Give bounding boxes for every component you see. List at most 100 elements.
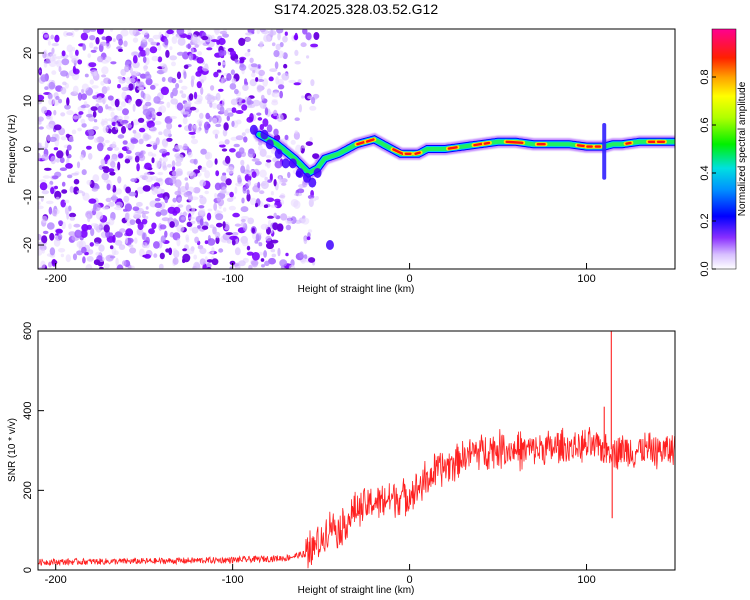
spectrogram-noise-blob (216, 115, 221, 119)
spectrogram-noise-blob (43, 34, 49, 38)
spectrogram-noise-blob (149, 141, 157, 146)
spectrogram-noise-blob (114, 98, 120, 108)
spectrogram-noise-blob (135, 81, 143, 87)
spectrogram-noise-blob (164, 196, 169, 204)
spectrogram-noise-blob (39, 182, 48, 191)
spectrogram-noise-blob (114, 122, 119, 131)
spectrogram-noise-blob (81, 246, 87, 254)
spectrogram-noise-blob (206, 94, 215, 104)
spectrogram-ytick-label: 10 (22, 95, 34, 107)
spectrogram-noise-blob (198, 205, 205, 209)
spectrogram-noise-blob (265, 159, 272, 163)
spectrogram-noise-blob (61, 181, 66, 187)
spectrogram-noise-blob (279, 178, 288, 183)
spectrogram-noise-blob (190, 220, 196, 224)
spectrogram-noise-blob (61, 50, 66, 57)
spectrogram-noise-blob (182, 248, 188, 252)
spectrogram-noise-blob (160, 209, 168, 216)
spectrogram-noise-blob (235, 135, 244, 141)
spectrogram-noise-blob (52, 209, 57, 217)
spectrogram-noise-blob (121, 119, 129, 124)
spectrogram-noise-blob (222, 98, 226, 107)
spectrogram-noise-blob (121, 91, 127, 100)
spectrogram-noise-blob (193, 261, 201, 269)
spectrogram-noise-blob (145, 206, 149, 210)
spectrogram-noise-blob (178, 124, 182, 128)
spectrogram-noise-blob (122, 108, 129, 116)
spectrogram-noise-blob (308, 257, 316, 263)
spectrogram-noise-blob (196, 81, 202, 89)
spectrogram-noise-blob (174, 144, 182, 150)
spectrogram-noise-blob (259, 41, 264, 47)
spectrogram-noise-blob (188, 93, 194, 101)
spectrogram-noise-blob (162, 165, 168, 171)
spectrogram-noise-blob (80, 32, 89, 41)
spectrogram-noise-blob (266, 242, 274, 250)
spectrogram-noise-blob (259, 29, 266, 33)
spectrogram-noise-blob (105, 104, 109, 110)
spectrogram-noise-blob (240, 218, 246, 223)
spectrogram-noise-blob (112, 234, 116, 243)
spectrogram-noise-blob (101, 86, 108, 95)
spectrogram-xtick-label: -100 (222, 273, 244, 285)
spectrogram-noise-blob (55, 95, 60, 100)
spectrogram-noise-blob (117, 84, 121, 89)
spectrogram-noise-blob (136, 186, 145, 194)
spectrogram-noise-blob (242, 84, 249, 91)
spectrogram-noise-blob (96, 211, 104, 220)
signal-trace-peak-core (392, 148, 404, 156)
spectrogram-noise-blob (256, 84, 263, 93)
spectrogram-noise-blob (161, 64, 168, 73)
spectrogram-noise-blob (221, 186, 227, 195)
spectrogram-noise-blob (93, 259, 101, 266)
spectrogram-noise-blob (38, 152, 41, 161)
spectrogram-noise-blob (136, 163, 140, 172)
spectrogram-noise-blob (233, 143, 240, 148)
spectrogram-noise-blob (43, 60, 51, 64)
spectrogram-noise-blob (235, 110, 244, 114)
spectrogram-noise-blob (171, 77, 177, 84)
spectrogram-noise-blob (229, 235, 238, 241)
spectrogram-noise-blob (204, 240, 209, 245)
spectrogram-noise-blob (172, 166, 176, 171)
spectrogram-noise-blob (219, 106, 225, 114)
spectrogram-noise-blob (254, 160, 262, 166)
spectrogram-xtick-label: -200 (45, 273, 67, 285)
spectrogram-noise-blob (158, 131, 163, 135)
spectrogram-noise-blob (182, 117, 188, 125)
snr-series-layer (38, 331, 675, 569)
spectrogram-noise-blob (149, 46, 158, 54)
spectrogram-noise-blob (246, 189, 250, 196)
spectrogram-noise-blob (207, 208, 213, 212)
spectrogram-noise-blob (107, 95, 114, 101)
spectrogram-noise-blob (249, 79, 257, 87)
spectrogram-noise-blob (91, 85, 99, 89)
spectrogram-noise-blob (197, 225, 201, 229)
spectrogram-noise-blob (98, 222, 106, 228)
spectrogram-noise-blob (267, 219, 272, 228)
signal-onset-blob (260, 129, 269, 140)
spectrogram-noise-blob (125, 228, 134, 237)
spectrogram-noise-blob (93, 119, 98, 123)
spectrogram-noise-blob (66, 144, 72, 151)
spectrogram-noise-blob (210, 85, 215, 91)
spectrogram-noise-blob (230, 50, 236, 57)
spectrogram-noise-blob (166, 163, 172, 168)
spectrogram-noise-blob (124, 64, 130, 73)
spectrogram-noise-blob (77, 92, 83, 101)
colorbar-gradient (711, 28, 737, 270)
spectrogram-noise-blob (117, 176, 122, 184)
spectrogram-noise-blob (209, 102, 213, 108)
signal-trace-peak-core (414, 151, 421, 156)
spectrogram-noise-blob (94, 137, 99, 143)
spectrogram-noise-blob (302, 29, 308, 35)
spectrogram-noise-blob (241, 216, 249, 220)
spectrogram-noise-blob (293, 131, 300, 140)
spectrogram-noise-blob (215, 123, 222, 128)
spectrogram-noise-blob (279, 193, 286, 200)
spectrogram-noise-blob (39, 179, 47, 183)
spectrogram-noise-blob (141, 241, 148, 248)
snr-xtick-label: -200 (45, 574, 67, 586)
spectrogram-noise-blob (254, 239, 258, 244)
spectrogram-noise-blob (105, 43, 111, 49)
